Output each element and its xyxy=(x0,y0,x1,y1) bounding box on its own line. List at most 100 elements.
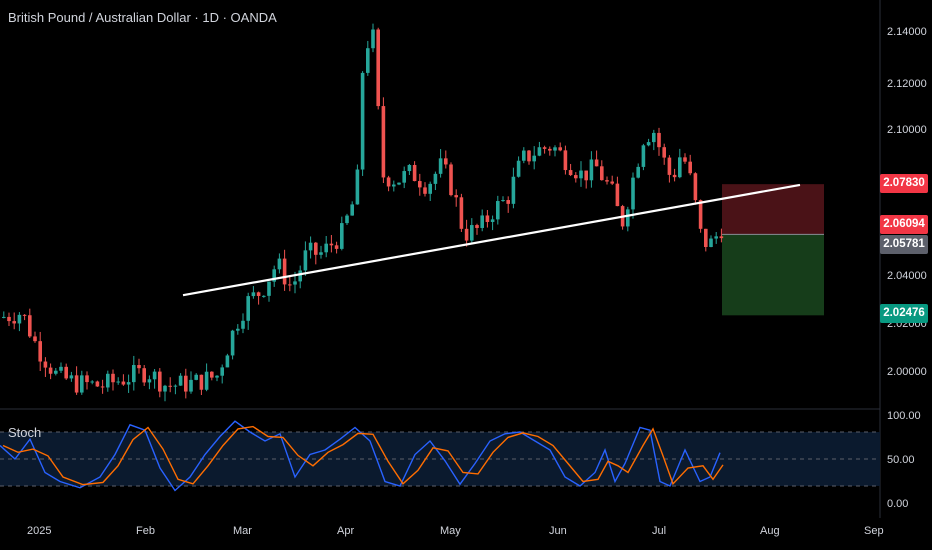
candle-body xyxy=(199,374,204,390)
stoch-d-line xyxy=(2,425,724,486)
candle xyxy=(12,312,16,330)
candle xyxy=(407,163,412,176)
candle xyxy=(475,223,479,235)
candle-body xyxy=(220,367,224,376)
candle xyxy=(2,311,6,319)
candle xyxy=(355,164,360,205)
candle xyxy=(610,175,614,186)
candle-body xyxy=(537,147,542,156)
candle xyxy=(542,145,547,154)
candle-body xyxy=(558,147,562,151)
candle xyxy=(43,357,48,377)
candle xyxy=(168,377,172,393)
candle-body xyxy=(241,320,245,329)
candle-body xyxy=(293,281,297,285)
take-profit-price-tag[interactable]: 2.02476 xyxy=(880,304,928,323)
candle xyxy=(178,373,183,386)
price-axis-label: 2.14000 xyxy=(887,26,927,38)
candle-body xyxy=(251,292,256,297)
entry-price-tag[interactable]: 2.05781 xyxy=(880,235,928,254)
time-axis-label: Aug xyxy=(760,525,780,537)
candle xyxy=(626,206,630,232)
candle xyxy=(532,146,536,170)
candle xyxy=(615,176,620,207)
candle xyxy=(386,175,391,192)
stoch-k-line xyxy=(0,420,721,492)
stoch-axis-label: 0.00 xyxy=(887,498,909,510)
candle-body xyxy=(698,200,703,229)
symbol-title[interactable]: British Pound / Australian Dollar · 1D ·… xyxy=(8,10,277,25)
candle-body xyxy=(22,314,27,316)
candle xyxy=(54,367,58,376)
time-axis-label: Jun xyxy=(549,525,567,537)
candle xyxy=(423,182,427,197)
candle xyxy=(38,331,42,372)
candle xyxy=(95,380,100,387)
candle xyxy=(449,162,453,197)
candle xyxy=(215,375,219,382)
candle-body xyxy=(485,215,490,222)
candle xyxy=(636,163,640,179)
candle xyxy=(288,275,292,292)
candle-body xyxy=(33,336,37,342)
candle xyxy=(85,371,89,390)
candle-body xyxy=(646,142,651,146)
candle-body xyxy=(412,165,417,182)
candle-body xyxy=(225,355,230,368)
candle-body xyxy=(147,379,152,383)
candle-body xyxy=(360,72,365,170)
candle-body xyxy=(444,158,448,165)
candle xyxy=(74,366,79,395)
candle xyxy=(17,312,22,332)
candle xyxy=(132,355,136,391)
candle-body xyxy=(132,365,136,383)
candle xyxy=(506,196,510,213)
candle xyxy=(147,375,152,390)
candle-body xyxy=(303,250,308,271)
current-price-tag[interactable]: 2.06094 xyxy=(880,215,928,234)
candle xyxy=(657,127,661,156)
candle-body xyxy=(12,321,16,324)
trendline[interactable] xyxy=(182,183,801,297)
time-axis-label: Apr xyxy=(337,525,355,537)
candle-body xyxy=(230,330,235,356)
candle-body xyxy=(267,281,271,296)
candle xyxy=(522,147,526,164)
time-axis-label: Mar xyxy=(233,525,252,537)
candle xyxy=(272,265,276,287)
stop-loss-price-tag[interactable]: 2.07830 xyxy=(880,174,928,193)
candle-body xyxy=(496,201,500,220)
candle xyxy=(324,235,328,258)
candle-body xyxy=(184,375,188,392)
candle xyxy=(163,384,167,402)
price-axis-label: 2.00000 xyxy=(887,366,927,378)
candle xyxy=(59,362,63,374)
position-zones[interactable] xyxy=(722,184,824,316)
candle xyxy=(189,371,193,394)
candle-body xyxy=(579,170,583,179)
stoch-indicator-label[interactable]: Stoch xyxy=(8,425,42,440)
candle xyxy=(381,97,386,184)
candle xyxy=(501,196,505,202)
candle-body xyxy=(334,245,339,249)
candle xyxy=(152,368,157,389)
candle-body xyxy=(329,243,334,246)
candle-body xyxy=(204,371,209,390)
candle-body xyxy=(308,242,313,251)
candle-body xyxy=(688,161,692,174)
candle-body xyxy=(350,204,354,216)
candle xyxy=(667,155,672,183)
candle-body xyxy=(137,365,141,369)
candle xyxy=(100,379,105,394)
candle-body xyxy=(402,171,406,183)
candle-body xyxy=(106,373,110,388)
candle xyxy=(527,150,531,165)
candle-body xyxy=(256,292,261,296)
candle xyxy=(111,369,115,391)
candle-body xyxy=(615,183,620,207)
candle-body xyxy=(80,375,84,393)
candle xyxy=(314,241,318,265)
candle-body xyxy=(600,166,604,181)
price-axis-label: 2.12000 xyxy=(887,78,927,90)
